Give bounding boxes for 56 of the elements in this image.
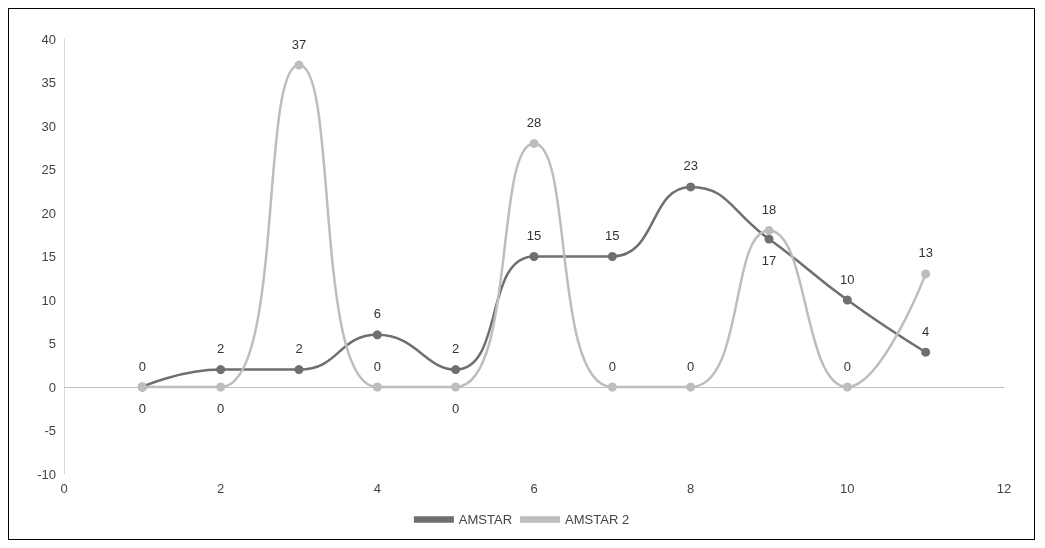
x-tick-label: 8	[687, 481, 695, 496]
data-label: 15	[605, 228, 620, 243]
data-label: 0	[687, 358, 695, 374]
y-tick-label: -5	[44, 423, 56, 438]
data-label: 0	[608, 358, 616, 374]
y-tick-label: 20	[41, 205, 56, 221]
data-label: 17	[761, 252, 777, 268]
point	[216, 365, 226, 375]
data-label: 15	[526, 228, 542, 243]
y-tick-label: 5	[48, 336, 56, 351]
data-label: 28	[526, 114, 542, 130]
y-tick-label: 40	[41, 31, 56, 47]
y-tick-label: 10	[41, 292, 56, 308]
data-label: 2	[295, 341, 303, 357]
legend-label: AMSTAR	[458, 512, 513, 527]
y-tick-label: 25	[41, 162, 56, 177]
point	[764, 234, 774, 244]
x-tick-label: 0	[60, 481, 68, 496]
point	[921, 347, 931, 357]
data-label: 6	[373, 306, 381, 322]
x-tick-label: 12	[996, 481, 1012, 496]
y-tick-label: 35	[41, 75, 56, 90]
data-label: 0	[452, 400, 460, 416]
point	[842, 295, 852, 305]
data-label: 10	[840, 271, 855, 287]
data-label: 13	[918, 245, 933, 261]
point	[686, 182, 696, 192]
data-label: 23	[683, 158, 698, 174]
y-tick-label: -10	[37, 466, 56, 482]
y-tick-label: 0	[48, 379, 56, 395]
x-tick-label: 2	[217, 481, 225, 496]
point	[451, 365, 461, 375]
data-label: 0	[138, 400, 146, 416]
point	[529, 252, 539, 261]
x-tick-label: 6	[530, 481, 538, 496]
data-label: 2	[452, 341, 460, 357]
data-label: 0	[217, 400, 225, 416]
point	[372, 330, 382, 340]
x-tick-label: 4	[373, 481, 381, 496]
point	[529, 138, 539, 148]
x-tick-label: 10	[840, 481, 855, 496]
data-label: 37	[291, 36, 307, 52]
point	[294, 60, 304, 70]
data-label: 18	[761, 201, 777, 217]
data-label: 0	[138, 358, 146, 374]
point	[294, 365, 304, 375]
data-label: 0	[843, 358, 851, 374]
data-label: 0	[373, 358, 381, 374]
y-tick-label: 30	[41, 118, 56, 134]
point	[764, 225, 774, 235]
point	[921, 269, 931, 279]
point	[607, 252, 617, 261]
data-label: 2	[217, 341, 225, 357]
y-tick-label: 15	[41, 249, 56, 264]
legend-label: AMSTAR 2	[565, 512, 630, 527]
data-label: 4	[922, 323, 930, 339]
